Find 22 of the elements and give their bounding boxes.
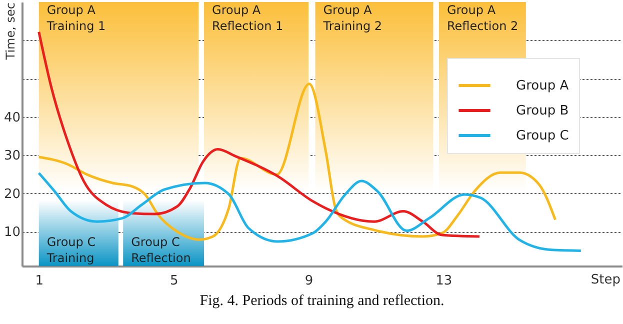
caption: Fig. 4. Periods of training and reflection. [200,293,444,309]
band-label: Group A Training 2 [322,3,382,33]
band-label: Group A Reflection 2 [446,3,518,33]
band-label: Group C Training [46,235,96,265]
y-tick-label: 30 [4,148,20,164]
legend-label: Group A [516,78,569,94]
y-tick-label: 20 [4,186,20,202]
band-label: Group A Reflection 1 [212,3,284,33]
y-axis-title: Time, sec [4,2,18,61]
legend-label: Group B [516,104,569,118]
band-label: Group A Training 1 [46,3,106,33]
legend-label: Group C [516,128,569,144]
x-axis-title: Step [590,272,620,288]
band-label: Group C Reflection [131,235,191,265]
x-tick-label: 1 [35,274,44,288]
x-tick-label: 5 [170,274,178,288]
y-tick-label: 10 [4,225,20,240]
line-series [38,172,582,252]
line-series [38,30,481,238]
x-tick-label: 9 [304,274,314,288]
y-tick-label: 40 [4,110,20,126]
x-tick-label: 13 [436,274,452,288]
